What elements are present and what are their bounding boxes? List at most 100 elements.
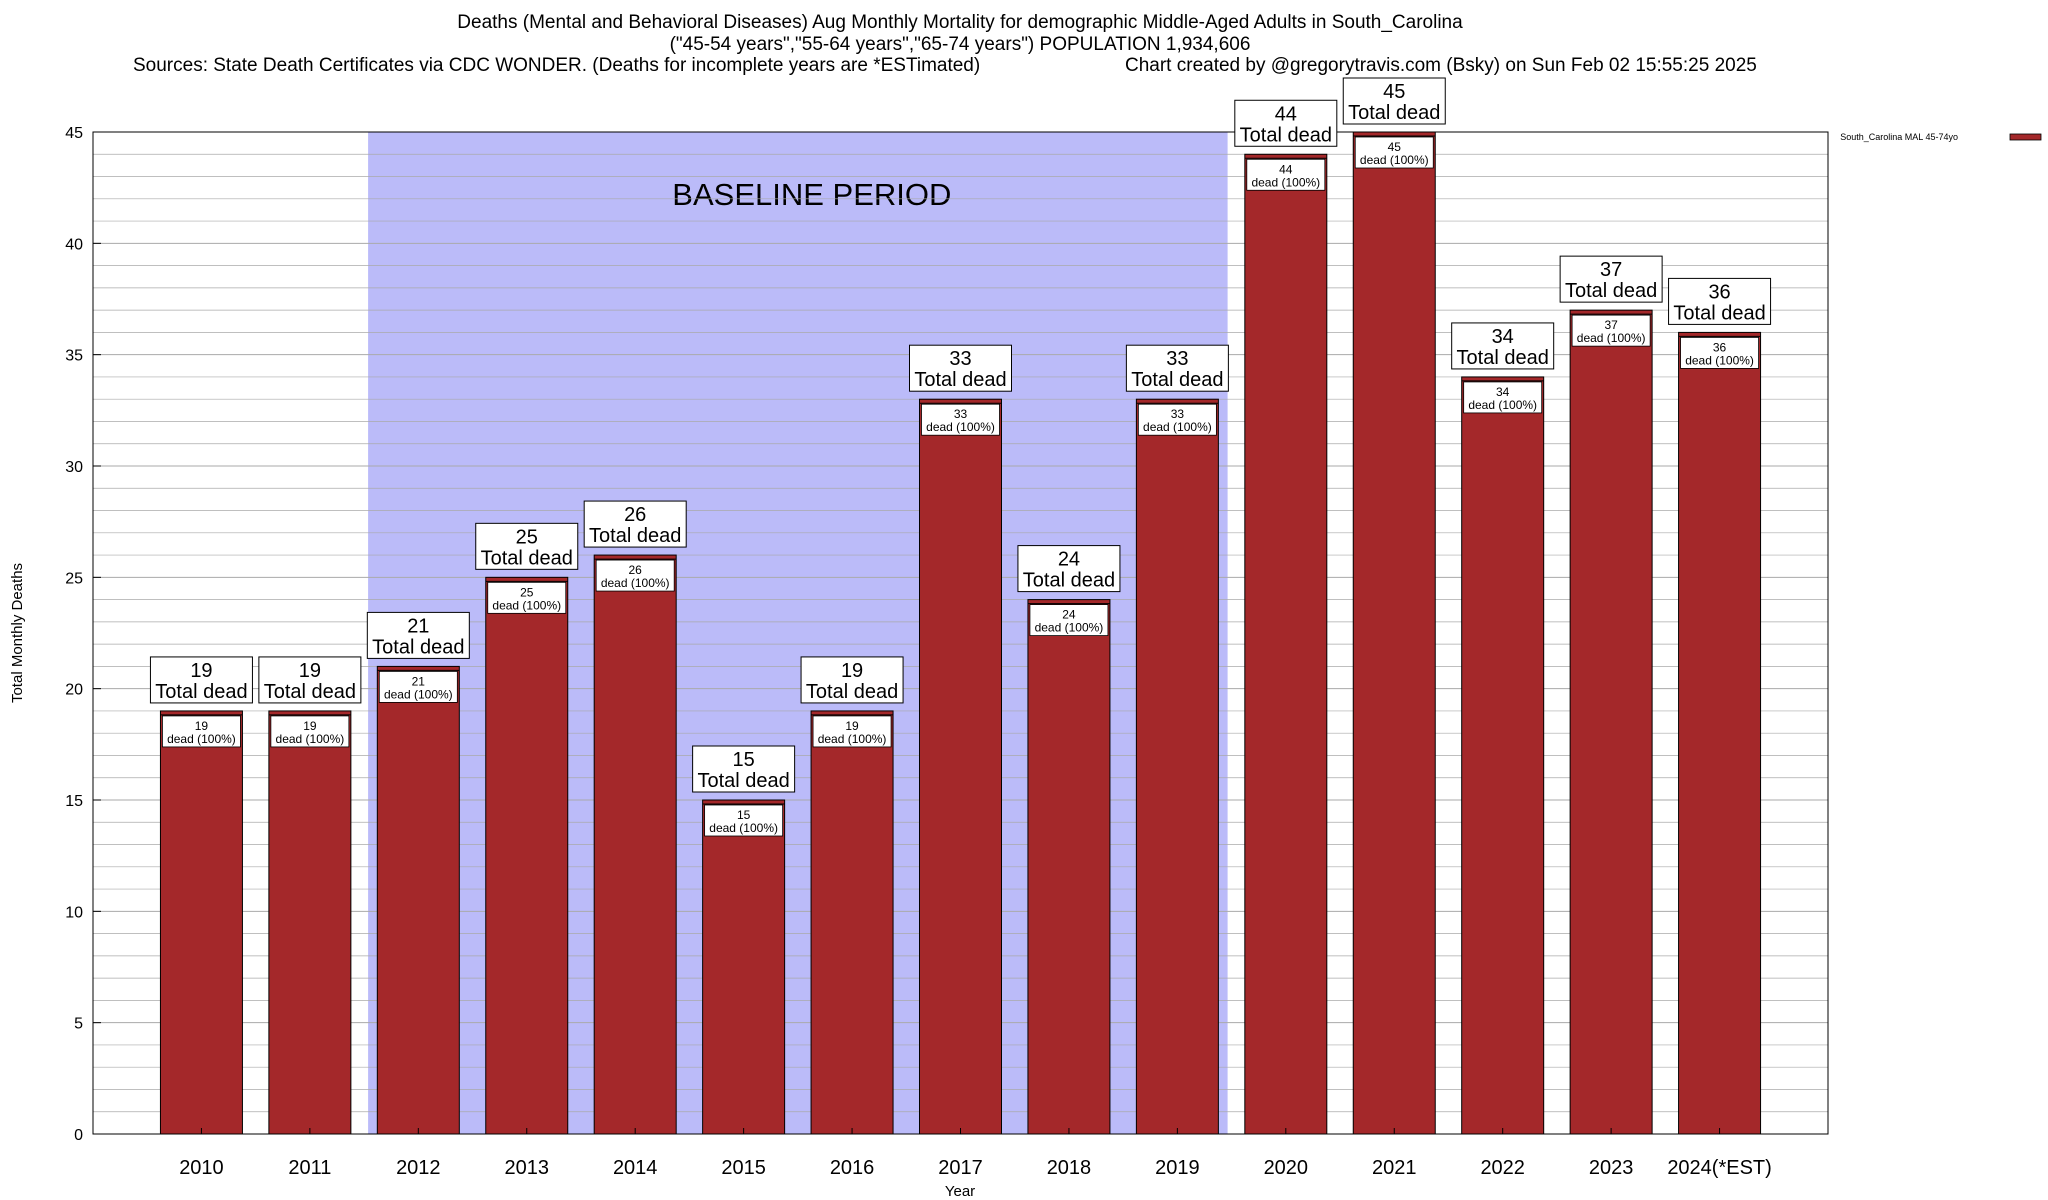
bar-total-value: 37 [1600, 259, 1622, 281]
y-tick-label: 20 [65, 682, 83, 699]
x-tick-label: 2019 [1155, 1157, 1200, 1179]
bar-inner-label: dead (100%) [926, 420, 995, 434]
bar-total-label: Total dead [697, 770, 789, 792]
bar [593, 554, 677, 1135]
bar-total-label: Total dead [1023, 570, 1115, 592]
bar [1027, 599, 1111, 1135]
bar-total-label: Total dead [914, 369, 1006, 391]
bar-inner-label-box [1354, 136, 1434, 169]
x-tick-label: 2020 [1264, 1157, 1309, 1179]
bar-total-label-box [1559, 255, 1663, 303]
bar-total-value: 34 [1492, 326, 1514, 348]
bar-total-value: 44 [1275, 103, 1297, 125]
bar [1244, 153, 1328, 1135]
y-tick-label: 10 [65, 904, 83, 921]
bar-inner-label-box [812, 715, 892, 748]
bar-total-label-box [258, 656, 362, 704]
x-tick-label: 2023 [1589, 1157, 1634, 1179]
bar-total-label-box [1668, 277, 1772, 325]
bar-inner-label: dead (100%) [1143, 420, 1212, 434]
bar-total-label-box [475, 522, 579, 570]
bar-inner-value: 36 [1713, 340, 1727, 354]
bar [268, 710, 352, 1135]
bar-inner-label: dead (100%) [601, 576, 670, 590]
bar-inner-label-box [1246, 158, 1326, 191]
bar-inner-label: dead (100%) [384, 687, 453, 701]
bar-total-value: 15 [733, 749, 755, 771]
bar-inner-label: dead (100%) [1360, 153, 1429, 167]
bar-total-label-box [1017, 545, 1121, 593]
bar-total-label: Total dead [155, 681, 247, 703]
bar-total-label-box [692, 745, 796, 793]
bar-inner-label-box [704, 804, 784, 837]
bar-inner-value: 45 [1388, 140, 1402, 154]
bar-total-label-box [909, 344, 1012, 392]
x-tick-label: 2018 [1047, 1157, 1092, 1179]
bar-total-label-box [1234, 99, 1338, 147]
bar-total-label-box [1451, 322, 1555, 370]
bar-inner-label-box [1137, 403, 1217, 436]
bar-total-label: Total dead [1673, 302, 1765, 324]
bar-total-value: 21 [407, 615, 429, 637]
bar-inner-value: 19 [195, 719, 209, 733]
y-tick-label: 25 [65, 570, 83, 587]
bar-total-value: 19 [190, 660, 212, 682]
bar-total-value: 33 [949, 348, 971, 370]
legend: South_Carolina MAL 45-74yo [1840, 132, 2042, 142]
bar-total-label: Total dead [1457, 347, 1549, 369]
bar-total-label: Total dead [1348, 102, 1440, 124]
bar-inner-label: dead (100%) [167, 732, 236, 746]
bar-inner-label-box [595, 559, 675, 592]
y-tick-label: 40 [65, 236, 83, 253]
chart-title-line-2: ("45-54 years","55-64 years","65-74 year… [669, 34, 1251, 55]
bar-inner-value: 24 [1062, 608, 1076, 622]
bar-total-label-box [800, 656, 904, 704]
bar-total-label: Total dead [264, 681, 356, 703]
bar-inner-label-box [270, 715, 350, 748]
bar [702, 799, 786, 1135]
legend-swatch [2009, 133, 2042, 141]
bar [485, 576, 569, 1135]
bar-total-label: Total dead [589, 525, 681, 547]
bar-total-value: 33 [1166, 348, 1188, 370]
bar [1135, 398, 1219, 1135]
bar-inner-label-box [921, 403, 1000, 436]
bar-total-value: 24 [1058, 549, 1080, 571]
y-tick-label: 30 [65, 459, 83, 476]
bar-total-label: Total dead [481, 547, 573, 569]
x-tick-label: 2012 [396, 1157, 441, 1179]
x-tick-label: 2017 [938, 1157, 983, 1179]
bar-inner-value: 21 [412, 674, 426, 688]
bar-inner-value: 26 [629, 563, 643, 577]
bar-total-label-box [366, 611, 470, 659]
bar-inner-value: 19 [845, 719, 859, 733]
bar-inner-label-box [1680, 336, 1759, 369]
bar-total-value: 25 [516, 526, 538, 548]
bar-total-value: 36 [1708, 281, 1730, 303]
bar-inner-label: dead (100%) [709, 821, 778, 835]
y-tick-label: 0 [74, 1127, 83, 1144]
y-axis-label: Total Monthly Deaths [9, 563, 26, 703]
bar-inner-label-box [378, 671, 458, 703]
y-tick-label: 5 [74, 1016, 83, 1033]
x-tick-label: 2022 [1480, 1157, 1525, 1179]
x-tick-label: 2021 [1372, 1157, 1417, 1179]
bar-inner-value: 37 [1604, 318, 1618, 332]
bar-inner-label-box [1571, 314, 1651, 347]
bar-total-label-box [1342, 77, 1446, 125]
bar-inner-label-box [487, 581, 567, 614]
x-tick-label: 2010 [179, 1157, 224, 1179]
bar [1352, 131, 1436, 1135]
bar-total-label-box [583, 500, 687, 548]
bar-inner-value: 34 [1496, 385, 1510, 399]
